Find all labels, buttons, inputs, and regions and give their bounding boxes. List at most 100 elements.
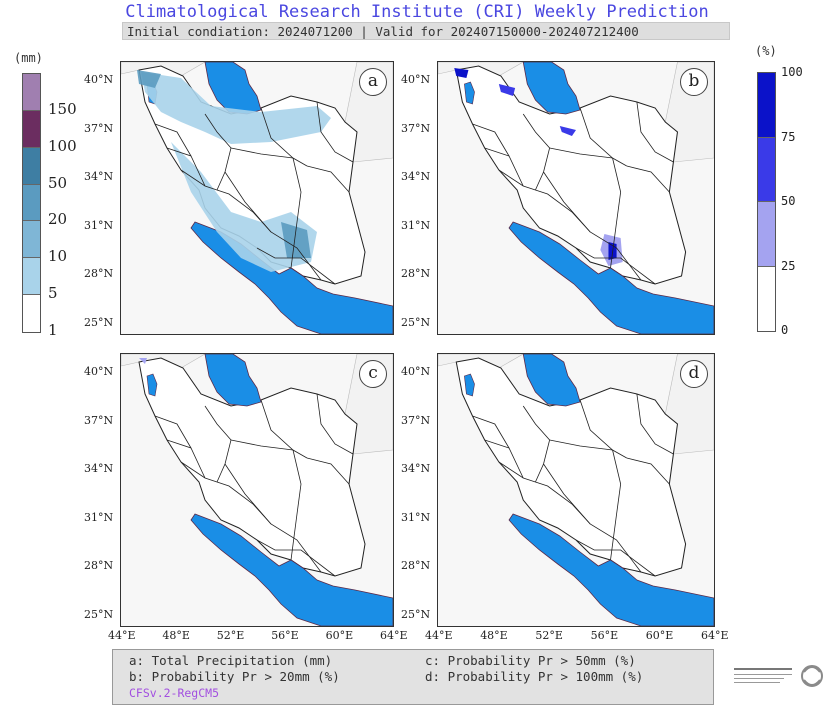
longitude-label: 44°E: [108, 629, 136, 642]
longitude-label: 52°E: [216, 629, 245, 642]
longitude-label: 52°E: [535, 629, 563, 642]
colorbar-right-unit: (%): [755, 44, 777, 58]
longitude-label: 64°E: [701, 629, 729, 642]
province-border: [224, 171, 272, 233]
province-border: [306, 457, 350, 485]
province-border: [575, 539, 656, 577]
colorbar-left-tick-label: 1: [48, 321, 58, 339]
forecast-validity-subtitle: Initial condiation: 2024071200 | Valid f…: [122, 22, 730, 40]
map-svg: [438, 62, 714, 334]
caspian-sea: [204, 62, 262, 115]
colorbar-left-cell: [23, 74, 40, 111]
colorbar-right-cell: [758, 266, 775, 331]
province-border: [543, 171, 591, 233]
latitude-label: 31°N: [84, 510, 114, 524]
lake-urmia: [146, 373, 158, 397]
province-border: [154, 415, 192, 449]
province-border: [472, 123, 510, 157]
colorbar-left-cell: [23, 221, 40, 259]
province-border: [626, 457, 670, 485]
province-border: [579, 107, 627, 167]
colorbar-right-cell: [758, 202, 775, 267]
colorbar-left-cell: [23, 295, 40, 332]
prob-caspian-coast: [559, 126, 576, 136]
province-border: [230, 147, 294, 159]
colorbar-right-tick-label: 50: [781, 194, 796, 208]
colorbar-right-tick-label: 75: [781, 129, 796, 144]
longitude-label: 56°E: [590, 629, 619, 642]
longitude-label: 48°E: [480, 629, 508, 642]
province-border: [230, 439, 294, 451]
prob-northwest-small: [139, 358, 147, 364]
province-border: [484, 439, 524, 479]
colorbar-left-tick-label: 10: [48, 247, 68, 266]
map-svg: [438, 354, 714, 626]
legend-item-d: d: Probability Pr > 100mm (%): [425, 669, 644, 684]
panel-label-a: a: [359, 68, 387, 96]
colorbar-left-tick-label: 20: [48, 210, 68, 229]
province-border: [549, 439, 613, 451]
latitude-label: 31°N: [401, 218, 431, 232]
precip-core: [281, 222, 311, 258]
colorbar-right-cell: [758, 73, 775, 138]
latitude-label: 37°N: [84, 413, 114, 427]
colorbar-right-tick-label: 0: [781, 323, 789, 337]
colorbar-left-unit: (mm): [14, 51, 43, 65]
longitude-label: 44°E: [425, 629, 453, 642]
model-name: CFSv.2-RegCM5: [129, 686, 220, 700]
caspian-sea: [522, 62, 581, 115]
legend-item-c: c: Probability Pr > 50mm (%): [425, 653, 636, 668]
province-border: [290, 449, 302, 561]
panel-label-d: d: [680, 360, 708, 388]
province-border: [549, 147, 613, 159]
persian-gulf: [190, 513, 393, 626]
province-border: [306, 165, 350, 193]
colorbar-right: [757, 72, 776, 332]
map-panel-c: c: [120, 353, 394, 627]
longitude-label: 56°E: [271, 629, 299, 642]
province-border: [260, 399, 308, 459]
latitude-label: 34°N: [84, 462, 114, 475]
province-border: [316, 393, 354, 455]
colorbar-left-cell: [23, 184, 40, 222]
colorbar-left-cell: [23, 110, 40, 148]
province-border: [543, 463, 591, 525]
latitude-label: 28°N: [401, 559, 431, 572]
legend-item-b: b: Probability Pr > 20mm (%): [129, 669, 340, 684]
lake-urmia: [464, 373, 475, 397]
panel-label-b: b: [680, 68, 708, 96]
province-border: [575, 247, 656, 285]
province-border: [260, 107, 308, 167]
province-border: [154, 123, 192, 157]
map-svg: [121, 354, 393, 626]
latitude-label: 40°N: [401, 365, 431, 378]
panel-label-c: c: [359, 360, 387, 388]
institute-logo: [734, 665, 823, 687]
province-border: [256, 539, 336, 577]
province-border: [472, 415, 510, 449]
province-border: [610, 449, 622, 561]
colorbar-right-cell: [758, 137, 775, 202]
latitude-label: 40°N: [84, 365, 114, 378]
legend-box: a: Total Precipitation (mm) b: Probabili…: [112, 649, 714, 705]
latitude-label: 40°N: [401, 73, 431, 86]
province-border: [256, 247, 336, 285]
province-border: [636, 393, 674, 455]
province-border: [484, 147, 524, 187]
longitude-label: 60°E: [645, 629, 674, 642]
latitude-label: 37°N: [84, 121, 114, 135]
latitude-label: 28°N: [84, 559, 114, 572]
persian-gulf: [508, 513, 714, 626]
colorbar-left: [22, 73, 41, 333]
caspian-sea: [204, 354, 262, 407]
latitude-label: 28°N: [401, 267, 431, 280]
precip-northwest: [137, 70, 161, 88]
prob-north: [498, 84, 516, 96]
province-border: [610, 157, 622, 269]
longitude-label: 48°E: [162, 629, 190, 642]
colorbar-right-tick-label: 100: [781, 65, 803, 79]
map-panel-a: a: [120, 61, 394, 335]
colorbar-left-tick-label: 50: [48, 173, 68, 192]
province-border: [626, 165, 670, 193]
colorbar-left-tick-label: 150: [48, 99, 77, 118]
